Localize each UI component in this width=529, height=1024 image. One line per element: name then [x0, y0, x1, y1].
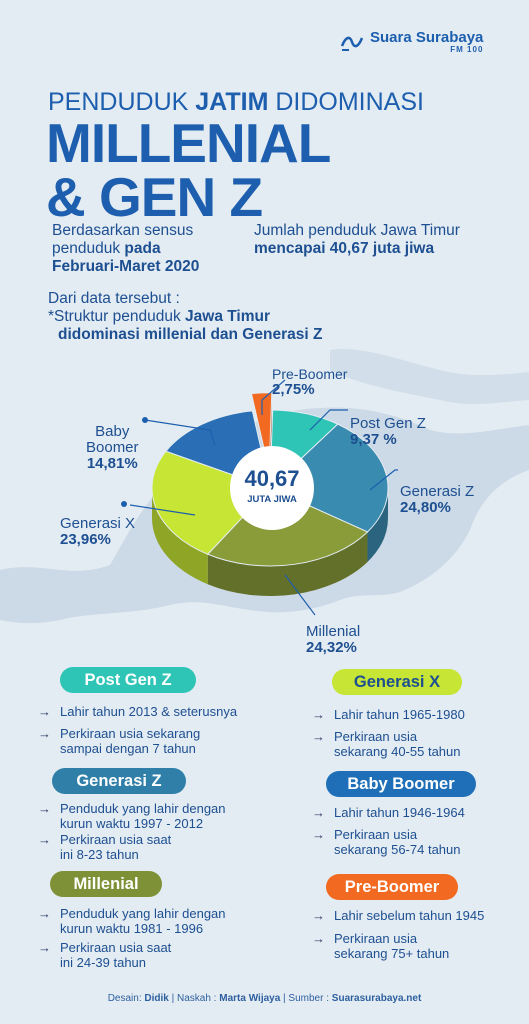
arrow-icon: →: [38, 801, 51, 816]
label-pre-boomer: Pre-Boomer 2,75%: [272, 366, 348, 398]
pie-slice-side: [152, 488, 208, 585]
legend-baby-boomer-title: Baby Boomer: [326, 771, 476, 797]
title-line1: PENDUDUK JATIM DIDOMINASI: [48, 88, 424, 116]
intro-census: Berdasarkan sensus penduduk pada Februar…: [52, 222, 200, 275]
arrow-icon: →: [38, 726, 51, 741]
legend-post-gen-z-item: → Perkiraan usia sekarang sampai dengan 7 …: [38, 726, 201, 756]
legend-millenial-item: → Penduduk yang lahir dengan kurun waktu 1…: [38, 906, 226, 936]
leader-pre-boomer: [261, 379, 286, 415]
arrow-icon: →: [38, 832, 51, 847]
arrow-icon: →: [312, 729, 325, 744]
arrow-icon: →: [312, 908, 325, 923]
pie-slice-generasi-x: [151, 450, 271, 555]
intro-population: Jumlah penduduk Jawa Timur mencapai 40,6…: [254, 222, 460, 257]
soundwave-icon: [340, 36, 364, 51]
label-baby-boomer: Baby Boomer 14,81%: [86, 423, 139, 472]
legend-millenial-item: → Perkiraan usia saat ini 24-39 tahun: [38, 940, 172, 970]
leader-post-gen-z: [309, 409, 348, 431]
legend-gen-x-title: Generasi X: [332, 669, 462, 695]
leader-millenial: [284, 574, 316, 616]
pie-slice-side: [367, 488, 388, 562]
legend-gen-z-item: → Perkiraan usia saat ini 8-23 tahun: [38, 832, 172, 862]
intro-note: Dari data tersebut : *Struktur penduduk …: [48, 290, 323, 343]
label-post-gen-z: Post Gen Z 9,37 %: [350, 415, 426, 448]
arrow-icon: →: [312, 931, 325, 946]
legend-pre-boomer-title: Pre-Boomer: [326, 874, 458, 900]
brand-logo: Suara Surabaya FM 100: [340, 30, 483, 54]
arrow-icon: →: [38, 906, 51, 921]
footer-credits: Desain: Didik | Naskah : Marta Wijaya | …: [107, 993, 422, 1004]
label-gen-x: Generasi X 23,96%: [60, 515, 136, 548]
legend-post-gen-z-item: → Lahir tahun 2013 & seterusnya: [38, 704, 238, 719]
legend-gen-z-title: Generasi Z: [52, 768, 186, 794]
pie-center-value: 40,67: [244, 466, 299, 491]
population-pie-chart: 40,67 JUTA JIWA: [121, 379, 398, 616]
pie-slice-generasi-z: [269, 423, 389, 533]
legend-gen-z-item: → Penduduk yang lahir dengan kurun waktu 1…: [38, 801, 226, 831]
pie-slice-side: [207, 531, 368, 596]
legend-baby-boomer-item: → Lahir tahun 1946-1964: [312, 805, 465, 820]
brand-name: Suara Surabaya: [370, 29, 484, 46]
arrow-icon: →: [312, 805, 325, 820]
leader-baby-boomer: [144, 419, 216, 446]
arrow-icon: →: [312, 707, 325, 722]
pie-center-disc: [230, 446, 314, 530]
leader-dot-baby-boomer: [142, 417, 148, 423]
legend-gen-x-item: → Perkiraan usia sekarang 40-55 tahun: [312, 729, 461, 759]
legend-baby-boomer-item: → Perkiraan usia sekarang 56-74 tahun: [312, 827, 461, 857]
arrow-icon: →: [38, 940, 51, 955]
legend-pre-boomer-item: → Lahir sebelum tahun 1945: [312, 908, 485, 923]
title-gen-z: & GEN Z: [46, 166, 263, 228]
legend-millenial-title: Millenial: [50, 871, 162, 897]
pie-center-unit: JUTA JIWA: [247, 494, 297, 505]
legend-post-gen-z-title: Post Gen Z: [60, 667, 196, 693]
leader-gen-z: [369, 469, 398, 491]
label-gen-z: Generasi Z 24,80%: [400, 483, 475, 516]
brand-sub: FM 100: [450, 45, 484, 54]
arrow-icon: →: [312, 827, 325, 842]
legend-pre-boomer-item: → Perkiraan usia sekarang 75+ tahun: [312, 931, 450, 961]
title-millenial: MILLENIAL: [46, 112, 331, 174]
label-millenial: Millenial 24,32%: [306, 623, 361, 656]
legend-gen-x-item: → Lahir tahun 1965-1980: [312, 707, 465, 722]
leader-gen-x: [129, 504, 196, 516]
arrow-icon: →: [38, 704, 51, 719]
leader-dot-gen-x: [121, 501, 127, 507]
